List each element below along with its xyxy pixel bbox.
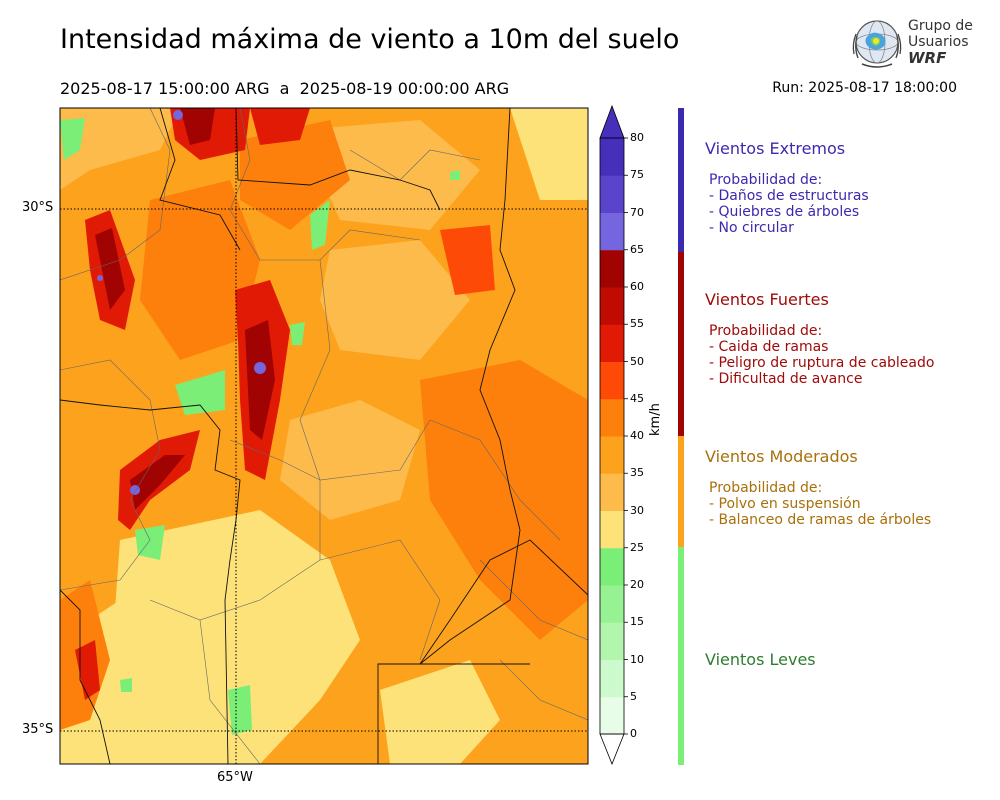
wind-map (59, 107, 589, 765)
wind-field (60, 108, 588, 764)
colorbar-segment (600, 249, 624, 288)
logo-text: Grupo de Usuarios WRF (908, 18, 973, 66)
category-extreme: Vientos Extremos Probabilidad de: - Daño… (705, 139, 869, 236)
desc-line: Probabilidad de: (709, 480, 823, 496)
colorbar-tick-label: 55 (630, 317, 644, 331)
colorbar-segment (600, 473, 624, 511)
colorbar-tick-label: 40 (630, 429, 644, 442)
colorbar-unit: km/h (648, 403, 663, 436)
colorbar-segment (600, 212, 624, 251)
category-moderate-desc: Probabilidad de: - Polvo en suspensión -… (705, 480, 931, 528)
desc-line: - Polvo en suspensión (709, 496, 861, 512)
category-strong-title: Vientos Fuertes (705, 290, 829, 309)
category-strong: Vientos Fuertes Probabilidad de: - Caida… (705, 290, 934, 387)
colorbar-segment (600, 138, 624, 176)
category-light-title: Vientos Leves (705, 650, 816, 669)
colorbar-tick-label: 75 (630, 168, 644, 182)
colorbar-tick-label: 5 (630, 689, 637, 703)
category-moderate-title: Vientos Moderados (705, 447, 858, 466)
desc-line: Probabilidad de: (709, 172, 823, 188)
colorbar-segment (600, 324, 624, 362)
category-moderate: Vientos Moderados Probabilidad de: - Pol… (705, 447, 931, 528)
globe-logo-icon (852, 20, 902, 68)
category-bar-extreme (678, 108, 684, 252)
colorbar-segment (600, 510, 624, 549)
colorbar-tick-label: 60 (630, 280, 644, 293)
colorbar-segment (600, 436, 624, 474)
colorbar-tick-label: 25 (630, 540, 644, 554)
colorbar-tick-label: 0 (630, 727, 637, 740)
colorbar-tick-label: 35 (630, 466, 644, 480)
category-extreme-title: Vientos Extremos (705, 139, 846, 158)
desc-line: - Dificultad de avance (709, 371, 863, 387)
colorbar-extend-max (599, 104, 625, 139)
desc-line: - No circular (709, 220, 794, 236)
desc-line: - Peligro de ruptura de cableado (709, 355, 935, 371)
colorbar-segment (600, 622, 624, 660)
colorbar-segment (600, 287, 624, 325)
category-extreme-desc: Probabilidad de: - Daños de estructuras … (705, 172, 869, 236)
lat-label-30s: 30°S (22, 200, 54, 215)
map-borders (60, 108, 588, 764)
desc-line: - Caida de ramas (709, 339, 829, 355)
colorbar-tick-label: 50 (630, 354, 644, 368)
desc-line: - Quiebres de árboles (709, 204, 860, 220)
colorbar-segment (600, 361, 624, 400)
category-light: Vientos Leves (705, 650, 816, 683)
colorbar-segment (600, 547, 624, 586)
colorbar-segment (600, 175, 624, 213)
colorbar-segment (600, 398, 624, 437)
colorbar-tick-label: 20 (630, 578, 644, 591)
colorbar-tick-label: 30 (630, 503, 644, 517)
lat-label-35s: 35°S (22, 722, 54, 737)
forecast-period: 2025-08-17 15:00:00 ARG a 2025-08-19 00:… (60, 79, 510, 98)
colorbar-segment (600, 696, 624, 735)
map-title: Intensidad máxima de viento a 10m del su… (60, 24, 680, 55)
grupo-usuarios-wrf-logo: Grupo de Usuarios WRF (848, 16, 978, 72)
colorbar-tick-label: 80 (630, 131, 644, 144)
logo-line-1: Grupo de (908, 18, 973, 34)
logo-line-2: Usuarios (908, 34, 969, 50)
colorbar-tick-label: 45 (630, 391, 644, 405)
logo-line-3: WRF (908, 49, 947, 67)
lon-label-65w: 65°W (217, 770, 253, 785)
wind-colorbar (599, 104, 628, 766)
map-frame (59, 107, 589, 765)
colorbar-tick-label: 70 (630, 205, 644, 219)
category-bar-strong (678, 252, 684, 436)
colorbar-extend-min (599, 733, 625, 766)
colorbar-segment (600, 585, 624, 623)
run-time: Run: 2025-08-17 18:00:00 (772, 80, 957, 96)
desc-line: - Daños de estructuras (709, 188, 869, 204)
colorbar-tick-label: 15 (630, 615, 644, 629)
category-bar-light (678, 547, 684, 765)
colorbar-segment (600, 659, 624, 698)
desc-line: Probabilidad de: (709, 323, 823, 339)
colorbar-tick-label: 65 (630, 242, 644, 256)
colorbar-tick-label: 10 (630, 652, 644, 666)
category-strong-desc: Probabilidad de: - Caida de ramas - Peli… (705, 323, 934, 387)
desc-line: - Balanceo de ramas de árboles (709, 512, 932, 528)
category-bar-moderate (678, 436, 684, 547)
